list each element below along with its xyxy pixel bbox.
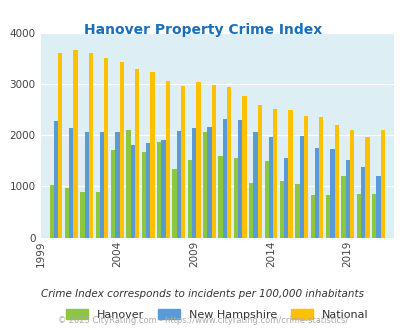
Bar — [288, 110, 292, 238]
Bar — [58, 53, 62, 238]
Bar — [73, 50, 78, 238]
Bar — [349, 130, 353, 238]
Text: Hanover Property Crime Index: Hanover Property Crime Index — [84, 23, 321, 37]
Bar — [310, 195, 314, 238]
Bar — [303, 116, 307, 238]
Bar — [249, 183, 253, 238]
Bar — [345, 160, 349, 238]
Bar — [379, 130, 384, 238]
Bar — [314, 148, 318, 238]
Text: Crime Index corresponds to incidents per 100,000 inhabitants: Crime Index corresponds to incidents per… — [41, 289, 364, 299]
Bar — [273, 109, 277, 238]
Bar — [65, 188, 69, 238]
Bar — [242, 96, 246, 238]
Bar — [375, 176, 379, 238]
Bar — [89, 53, 93, 238]
Bar — [202, 132, 207, 238]
Bar — [119, 62, 124, 238]
Bar — [207, 127, 211, 238]
Bar — [100, 132, 104, 238]
Bar — [371, 194, 375, 238]
Bar — [134, 69, 139, 238]
Bar — [187, 160, 192, 238]
Bar — [176, 131, 181, 238]
Bar — [341, 176, 345, 238]
Bar — [284, 158, 288, 238]
Bar — [111, 150, 115, 238]
Bar — [279, 181, 283, 238]
Bar — [364, 137, 369, 238]
Bar — [334, 124, 338, 238]
Bar — [69, 128, 73, 238]
Text: © 2025 CityRating.com - https://www.cityrating.com/crime-statistics/: © 2025 CityRating.com - https://www.city… — [58, 316, 347, 325]
Bar — [233, 158, 237, 238]
Bar — [115, 132, 119, 238]
Bar — [54, 121, 58, 238]
Bar — [356, 194, 360, 238]
Bar — [196, 82, 200, 238]
Bar — [264, 161, 268, 238]
Bar — [192, 128, 196, 238]
Bar — [126, 130, 130, 238]
Bar — [165, 81, 169, 238]
Bar — [130, 145, 134, 238]
Bar — [318, 117, 323, 238]
Bar — [150, 72, 154, 238]
Bar — [299, 136, 303, 238]
Bar — [253, 132, 257, 238]
Bar — [172, 169, 176, 238]
Bar — [325, 195, 329, 238]
Bar — [237, 120, 242, 238]
Bar — [257, 105, 261, 238]
Bar — [226, 87, 231, 238]
Bar — [104, 58, 108, 238]
Bar — [84, 132, 89, 238]
Bar — [161, 140, 165, 238]
Bar — [141, 152, 145, 238]
Bar — [268, 137, 273, 238]
Legend: Hanover, New Hampshire, National: Hanover, New Hampshire, National — [62, 305, 372, 324]
Bar — [181, 86, 185, 238]
Bar — [222, 119, 226, 238]
Bar — [218, 156, 222, 238]
Bar — [80, 191, 84, 238]
Bar — [329, 148, 334, 238]
Bar — [294, 184, 299, 238]
Bar — [145, 143, 150, 238]
Bar — [95, 191, 100, 238]
Bar — [211, 85, 215, 238]
Bar — [360, 167, 364, 238]
Bar — [157, 142, 161, 238]
Bar — [49, 185, 54, 238]
